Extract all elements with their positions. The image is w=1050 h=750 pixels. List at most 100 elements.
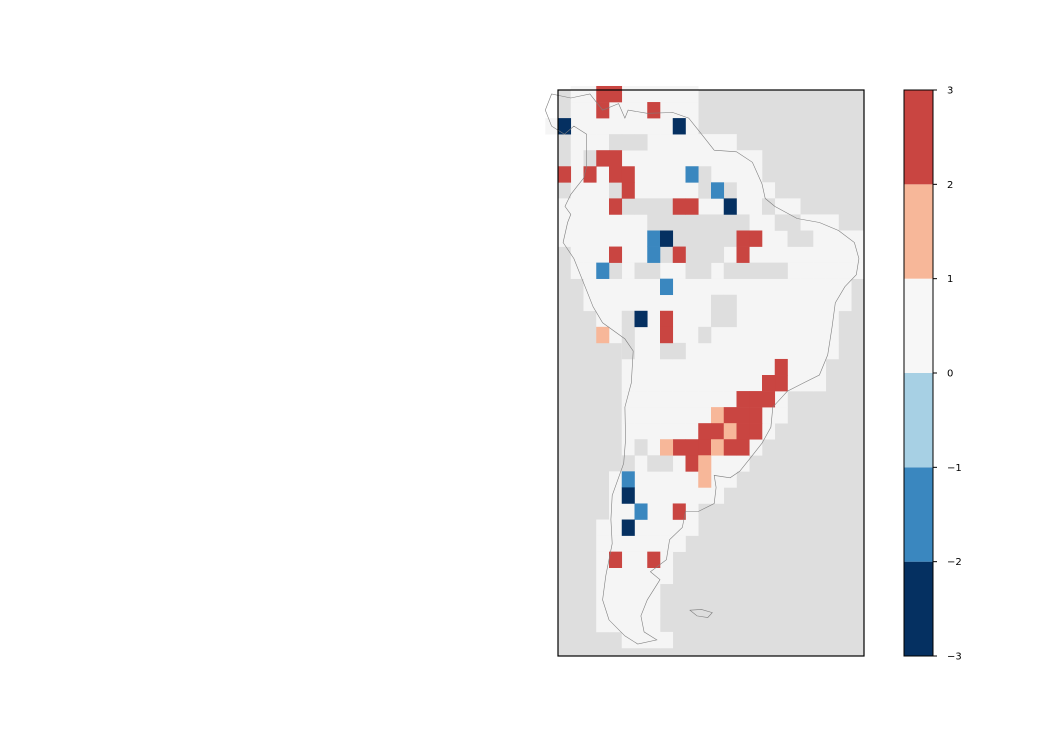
no-data-cell bbox=[723, 182, 737, 199]
land-cell bbox=[583, 102, 597, 119]
land-cell bbox=[621, 583, 635, 601]
land-cell bbox=[711, 150, 725, 167]
land-cell bbox=[736, 150, 750, 167]
anomaly-cell bbox=[711, 407, 725, 424]
land-cell bbox=[634, 423, 648, 440]
land-cell bbox=[647, 326, 661, 344]
map-frame bbox=[557, 89, 865, 657]
anomaly-cell bbox=[660, 230, 674, 247]
land-cell bbox=[583, 134, 597, 151]
land-cell bbox=[660, 567, 674, 585]
land-cell bbox=[621, 599, 635, 617]
anomaly-cell bbox=[621, 519, 635, 536]
no-data-cell bbox=[711, 294, 725, 312]
anomaly-cell bbox=[698, 439, 712, 456]
land-cell bbox=[570, 198, 584, 215]
anomaly-cell bbox=[736, 439, 750, 456]
land-cell bbox=[583, 182, 597, 199]
land-cell bbox=[570, 150, 584, 167]
no-data-cell bbox=[660, 342, 674, 360]
land-cell bbox=[672, 487, 686, 504]
land-cell bbox=[749, 358, 763, 376]
land-cell bbox=[570, 246, 584, 263]
land-cell bbox=[711, 198, 725, 215]
land-cell bbox=[774, 342, 788, 360]
land-cell bbox=[647, 519, 661, 536]
land-cell bbox=[609, 583, 623, 601]
no-data-cell bbox=[723, 310, 737, 328]
colorbar-tick-label: −2 bbox=[947, 557, 962, 568]
land-cell bbox=[762, 278, 776, 296]
no-data-cell bbox=[736, 214, 750, 231]
no-data-cell bbox=[685, 246, 699, 263]
anomaly-cell bbox=[774, 375, 788, 392]
land-cell bbox=[787, 294, 801, 312]
land-cell bbox=[660, 262, 674, 279]
land-cell bbox=[660, 85, 674, 103]
anomaly-cell bbox=[736, 391, 750, 408]
land-cell bbox=[660, 294, 674, 312]
land-cell bbox=[698, 391, 712, 408]
land-cell bbox=[609, 294, 623, 312]
land-cell bbox=[647, 182, 661, 199]
land-cell bbox=[723, 455, 737, 472]
land-cell bbox=[570, 214, 584, 231]
land-cell bbox=[825, 214, 839, 231]
no-data-cell bbox=[698, 262, 712, 279]
no-data-cell bbox=[749, 262, 763, 279]
land-cell bbox=[621, 214, 635, 231]
land-cell bbox=[609, 471, 623, 488]
anomaly-cell bbox=[672, 198, 686, 215]
land-cell bbox=[749, 278, 763, 296]
colorbar-tick-label: −1 bbox=[947, 463, 962, 474]
anomaly-cell bbox=[672, 118, 686, 135]
land-cell bbox=[621, 407, 635, 424]
land-cell bbox=[596, 214, 610, 231]
land-cell bbox=[813, 342, 827, 360]
land-cell bbox=[660, 118, 674, 135]
land-cell bbox=[621, 150, 635, 167]
land-cell bbox=[634, 342, 648, 360]
no-data-cell bbox=[698, 166, 712, 183]
anomaly-cell bbox=[621, 471, 635, 488]
land-cell bbox=[685, 310, 699, 328]
land-cell bbox=[672, 519, 686, 536]
no-data-cell bbox=[609, 134, 623, 151]
land-cell bbox=[698, 310, 712, 328]
no-data-cell bbox=[698, 182, 712, 199]
colorbar-tick-label: −3 bbox=[947, 652, 962, 663]
anomaly-cell bbox=[660, 310, 674, 328]
land-cell bbox=[596, 246, 610, 263]
no-data-cell bbox=[634, 134, 648, 151]
land-cell bbox=[685, 423, 699, 440]
land-cell bbox=[558, 230, 572, 247]
anomaly-cell bbox=[698, 455, 712, 472]
land-cell bbox=[762, 342, 776, 360]
anomaly-cell bbox=[711, 182, 725, 199]
land-cell bbox=[698, 407, 712, 424]
land-cell bbox=[711, 391, 725, 408]
no-data-cell bbox=[672, 214, 686, 231]
land-cell bbox=[634, 631, 648, 649]
land-cell bbox=[570, 102, 584, 119]
no-data-cell bbox=[685, 230, 699, 247]
anomaly-cell bbox=[609, 551, 623, 568]
land-cell bbox=[762, 294, 776, 312]
anomaly-cell bbox=[736, 246, 750, 263]
land-cell bbox=[647, 471, 661, 488]
anomaly-cell bbox=[762, 391, 776, 408]
land-cell bbox=[570, 262, 584, 279]
colorbar-swatch bbox=[904, 467, 933, 562]
land-cell bbox=[647, 535, 661, 552]
land-cell bbox=[647, 615, 661, 633]
land-cell bbox=[621, 423, 635, 440]
land-cell bbox=[813, 375, 827, 392]
land-cell bbox=[723, 375, 737, 392]
land-cell bbox=[800, 246, 814, 263]
land-cell bbox=[647, 166, 661, 183]
anomaly-cell bbox=[647, 102, 661, 119]
land-cell bbox=[609, 214, 623, 231]
land-cell bbox=[685, 407, 699, 424]
anomaly-cell bbox=[672, 439, 686, 456]
land-cell bbox=[621, 278, 635, 296]
